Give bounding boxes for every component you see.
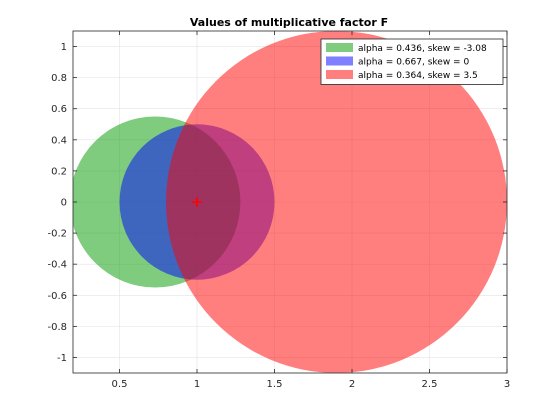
y-tick-label: 0 xyxy=(61,198,67,209)
y-tick-label: -0.2 xyxy=(47,229,67,240)
center-marker xyxy=(192,197,202,207)
y-tick-label: 0.2 xyxy=(51,166,67,177)
x-axis-ticks: 0.5 1 1.5 2 2.5 3 xyxy=(112,31,510,390)
y-tick-label: -0.6 xyxy=(47,291,67,302)
series-circle-3 xyxy=(166,31,507,373)
x-tick-label: 1.5 xyxy=(267,379,283,390)
legend-swatch-1 xyxy=(326,43,353,52)
x-tick-label: 3 xyxy=(504,379,510,390)
y-tick-label: -0.4 xyxy=(47,260,67,271)
legend: alpha = 0.436, skew = -3.08 alpha = 0.667… xyxy=(320,38,504,85)
x-tick-label: 0.5 xyxy=(112,379,128,390)
x-tick-label: 2.5 xyxy=(422,379,438,390)
legend-label-1: alpha = 0.436, skew = -3.08 xyxy=(358,44,487,54)
legend-label-2: alpha = 0.667, skew = 0 xyxy=(358,58,469,68)
y-tick-label: 0.4 xyxy=(51,135,67,146)
y-tick-label: 0.6 xyxy=(51,104,67,115)
y-axis-ticks: 1 0.8 0.6 0.4 0.2 0 -0.2 -0.4 -0.6 -0.8 -1 xyxy=(47,42,507,364)
legend-label-3: alpha = 0.364, skew = 3.5 xyxy=(358,71,478,81)
x-tick-label: 2 xyxy=(349,379,355,390)
legend-swatch-3 xyxy=(326,70,353,79)
chart-title: Values of multiplicative factor F xyxy=(190,16,388,29)
x-tick-label: 1 xyxy=(194,379,200,390)
y-tick-label: 1 xyxy=(61,42,67,53)
y-tick-label: -0.8 xyxy=(47,322,67,333)
legend-swatch-2 xyxy=(326,56,353,66)
y-tick-label: 0.8 xyxy=(51,73,67,84)
y-tick-label: -1 xyxy=(57,353,67,364)
